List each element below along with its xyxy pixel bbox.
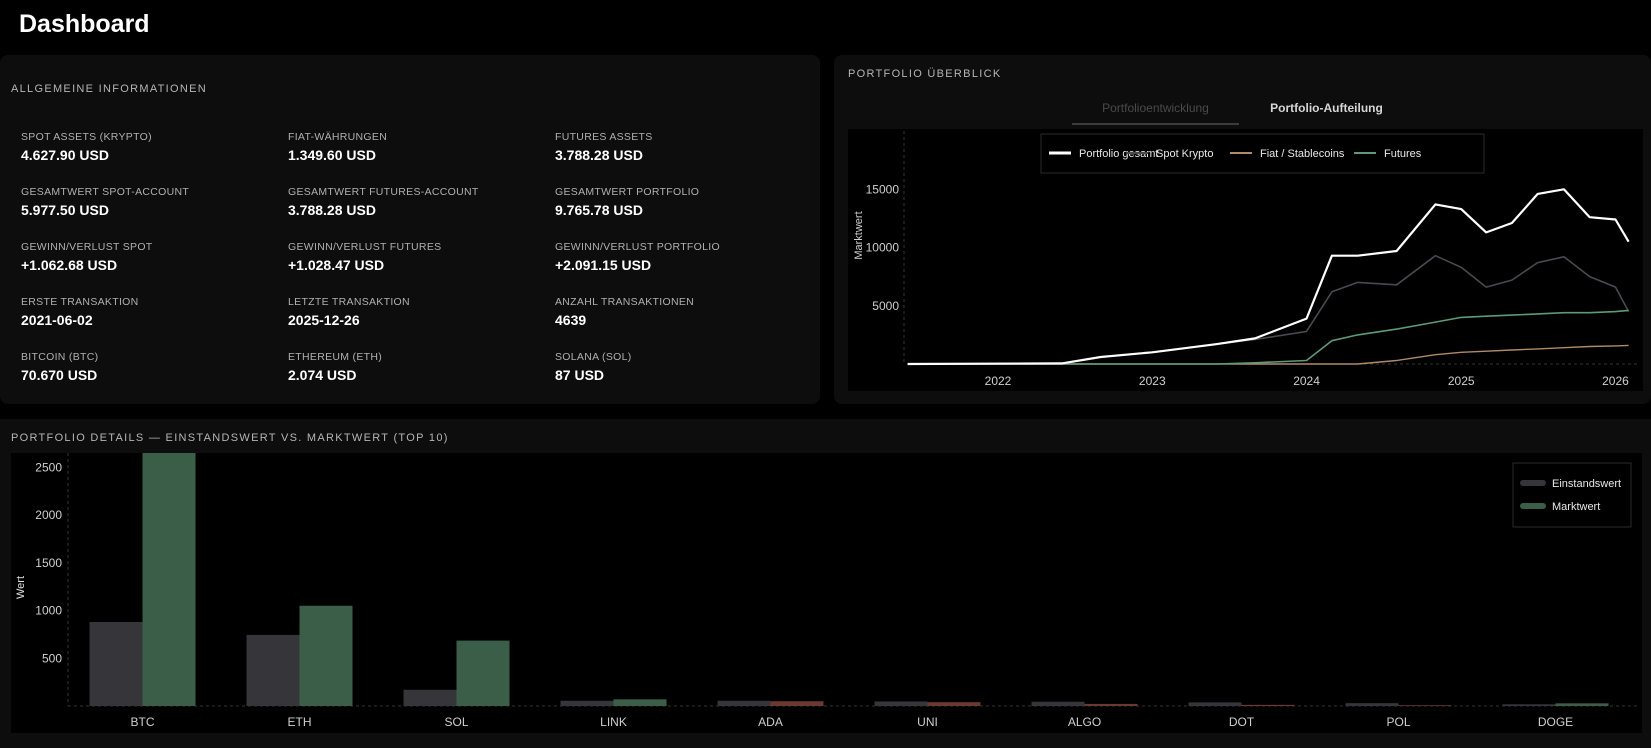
- bar-einstandswert: [1031, 701, 1085, 706]
- info-label: SOLANA (SOL): [555, 351, 632, 363]
- legend-label: Portfolio gesamt: [1079, 148, 1158, 160]
- bar-einstandswert: [246, 634, 300, 706]
- y-axis-label: Marktwert: [853, 211, 865, 259]
- bar-einstandswert: [717, 700, 771, 706]
- portfolio-line-chart: 2022 2023 2024 2025 2026 5000 10000 15000 Marktw…: [848, 129, 1643, 391]
- info-label: ETHEREUM (ETH): [288, 351, 383, 363]
- y-tick-label: 1500: [35, 556, 62, 570]
- info-label: ERSTE TRANSAKTION: [21, 296, 139, 308]
- info-value: 2.074 USD: [288, 367, 357, 383]
- info-label: GESAMTWERT PORTFOLIO: [555, 186, 700, 198]
- info-value: 2021-06-02: [21, 312, 93, 328]
- category-label: SOL: [444, 715, 468, 729]
- x-tick-label: 2026: [1602, 374, 1629, 388]
- category-label: DOT: [1229, 715, 1255, 729]
- info-label: LETZTE TRANSAKTION: [288, 296, 410, 308]
- tab-active-indicator: [1072, 123, 1239, 125]
- bar-einstandswert: [1345, 703, 1399, 706]
- series-line: [907, 188, 1630, 366]
- bar-marktwert: [299, 605, 353, 706]
- y-axis-label: Wert: [15, 576, 27, 599]
- info-label: ANZAHL TRANSAKTIONEN: [555, 296, 695, 308]
- bar-einstandswert: [89, 621, 143, 706]
- bar-marktwert: [613, 699, 667, 706]
- y-tick-label: 10000: [866, 241, 900, 255]
- bar-marktwert: [456, 640, 510, 706]
- info-value: 4.627.90 USD: [21, 147, 109, 163]
- general-info-title: Allgemeine Informationen: [11, 83, 208, 95]
- y-tick-label: 1000: [35, 604, 62, 618]
- info-value: 1.349.60 USD: [288, 147, 376, 163]
- bar-einstandswert: [1188, 702, 1242, 706]
- category-label: POL: [1386, 715, 1410, 729]
- legend-label: Futures: [1384, 148, 1422, 160]
- category-label: UNI: [917, 715, 938, 729]
- bar-marktwert: [1555, 703, 1609, 706]
- category-label: DOGE: [1538, 715, 1573, 729]
- bar-einstandswert: [1502, 704, 1556, 706]
- bar-einstandswert: [560, 700, 614, 706]
- legend-label: Marktwert: [1552, 501, 1600, 513]
- y-tick-label: 500: [42, 651, 62, 665]
- info-label: GEWINN/VERLUST SPOT: [21, 241, 153, 253]
- info-value: +2.091.15 USD: [555, 257, 652, 273]
- y-tick-label: 15000: [866, 182, 900, 196]
- category-label: BTC: [131, 715, 155, 729]
- x-tick-label: 2025: [1448, 374, 1475, 388]
- info-value: 9.765.78 USD: [555, 202, 643, 218]
- page-title: Dashboard: [19, 10, 150, 38]
- legend-label: Fiat / Stablecoins: [1260, 148, 1345, 160]
- x-tick-label: 2023: [1139, 374, 1166, 388]
- info-value: 3.788.28 USD: [288, 202, 376, 218]
- y-tick-label: 5000: [872, 299, 899, 313]
- bar-chart-legend: Einstandswert Marktwert: [1512, 462, 1632, 528]
- bar-marktwert: [1241, 704, 1295, 706]
- bar-marktwert: [142, 453, 196, 706]
- legend-box: [1512, 462, 1632, 528]
- info-value: 2025-12-26: [288, 312, 360, 328]
- info-value: 5.977.50 USD: [21, 202, 109, 218]
- x-tick-label: 2022: [985, 374, 1012, 388]
- bar-einstandswert: [874, 701, 928, 706]
- legend-swatch: [1520, 480, 1546, 486]
- general-info-card: Allgemeine Informationen SPOT ASSETS (KR…: [0, 55, 820, 404]
- category-label: ALGO: [1068, 715, 1101, 729]
- info-value: +1.028.47 USD: [288, 257, 385, 273]
- info-label: FIAT-WÄHRUNGEN: [288, 131, 388, 143]
- info-label: BITCOIN (BTC): [21, 351, 99, 363]
- y-tick-label: 2000: [35, 508, 62, 522]
- y-tick-label: 2500: [35, 460, 62, 474]
- info-label: GESAMTWERT SPOT-ACCOUNT: [21, 186, 190, 198]
- info-label: SPOT ASSETS (KRYPTO): [21, 131, 152, 143]
- info-value: 3.788.28 USD: [555, 147, 643, 163]
- category-label: LINK: [600, 715, 627, 729]
- info-label: GEWINN/VERLUST FUTURES: [288, 241, 442, 253]
- portfolio-details-title: Portfolio Details — Einstandswert vs. Ma…: [11, 432, 449, 444]
- portfolio-overview-title: Portfolio Überblick: [848, 68, 1002, 80]
- info-value: 4639: [555, 312, 587, 328]
- info-value: 70.670 USD: [21, 367, 98, 383]
- portfolio-bar-chart: 500 1000 1500 2000 2500 Wert BTC ETH SOL LINK ADA U…: [11, 453, 1642, 733]
- info-value: +1.062.68 USD: [21, 257, 118, 273]
- bar-marktwert: [770, 701, 824, 706]
- info-label: GEWINN/VERLUST PORTFOLIO: [555, 241, 720, 253]
- legend-label: Einstandswert: [1552, 478, 1621, 490]
- legend-swatch: [1520, 503, 1546, 509]
- bar-marktwert: [927, 702, 981, 706]
- bar-einstandswert: [403, 689, 457, 706]
- info-value: 87 USD: [555, 367, 605, 383]
- info-label: GESAMTWERT FUTURES-ACCOUNT: [288, 186, 479, 198]
- legend-box: [1040, 133, 1485, 174]
- x-tick-label: 2024: [1293, 374, 1320, 388]
- series-line: [907, 309, 1629, 365]
- info-label: FUTURES ASSETS: [555, 131, 653, 143]
- tab-portfolio-aufteilung[interactable]: Portfolio-Aufteilung: [1270, 101, 1383, 115]
- bar-marktwert: [1084, 703, 1138, 706]
- category-label: ADA: [758, 715, 783, 729]
- category-label: ETH: [288, 715, 312, 729]
- legend-label: Spot Krypto: [1156, 148, 1213, 160]
- tab-portfolioentwicklung[interactable]: Portfolioentwicklung: [1102, 101, 1209, 115]
- bar-marktwert: [1398, 705, 1452, 706]
